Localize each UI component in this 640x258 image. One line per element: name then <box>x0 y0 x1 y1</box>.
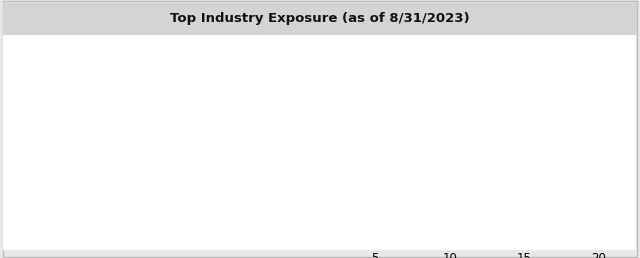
Text: 2.49%: 2.49% <box>259 224 296 237</box>
Text: 20.44%: 20.44% <box>252 47 296 60</box>
Bar <box>301 146 371 158</box>
Bar <box>301 185 346 197</box>
Text: 12.29%: 12.29% <box>252 86 296 99</box>
Bar <box>301 47 605 59</box>
Bar <box>301 166 362 178</box>
Bar <box>301 126 391 138</box>
Text: 15.57%: 15.57% <box>252 66 296 79</box>
Bar <box>301 67 532 79</box>
Bar <box>301 106 451 118</box>
Text: Health Care Providers & Services: Health Care Providers & Services <box>9 165 204 178</box>
Text: Insurance: Insurance <box>146 66 204 79</box>
Bar <box>301 225 338 237</box>
Text: 2.99%: 2.99% <box>259 204 296 217</box>
Text: 3.02%: 3.02% <box>259 185 296 198</box>
Text: Hotels, Restaurants & Leisure: Hotels, Restaurants & Leisure <box>29 126 204 139</box>
Text: 4.68%: 4.68% <box>259 145 296 158</box>
Text: Media: Media <box>168 106 204 119</box>
Text: Health Care Technology: Health Care Technology <box>64 86 204 99</box>
Text: Top Industry Exposure (as of 8/31/2023): Top Industry Exposure (as of 8/31/2023) <box>170 12 470 25</box>
Text: Containers & Packaging: Containers & Packaging <box>63 145 204 158</box>
Text: 10.09%: 10.09% <box>252 106 296 119</box>
Text: Commercial Services & Supplies: Commercial Services & Supplies <box>13 204 204 217</box>
Bar <box>301 205 346 217</box>
Text: Pharmaceuticals: Pharmaceuticals <box>106 224 204 237</box>
Text: 6.05%: 6.05% <box>259 126 296 139</box>
Text: 4.12%: 4.12% <box>259 165 296 178</box>
Text: Software: Software <box>152 47 204 60</box>
Text: Professional Services: Professional Services <box>79 185 204 198</box>
Bar <box>301 87 484 99</box>
